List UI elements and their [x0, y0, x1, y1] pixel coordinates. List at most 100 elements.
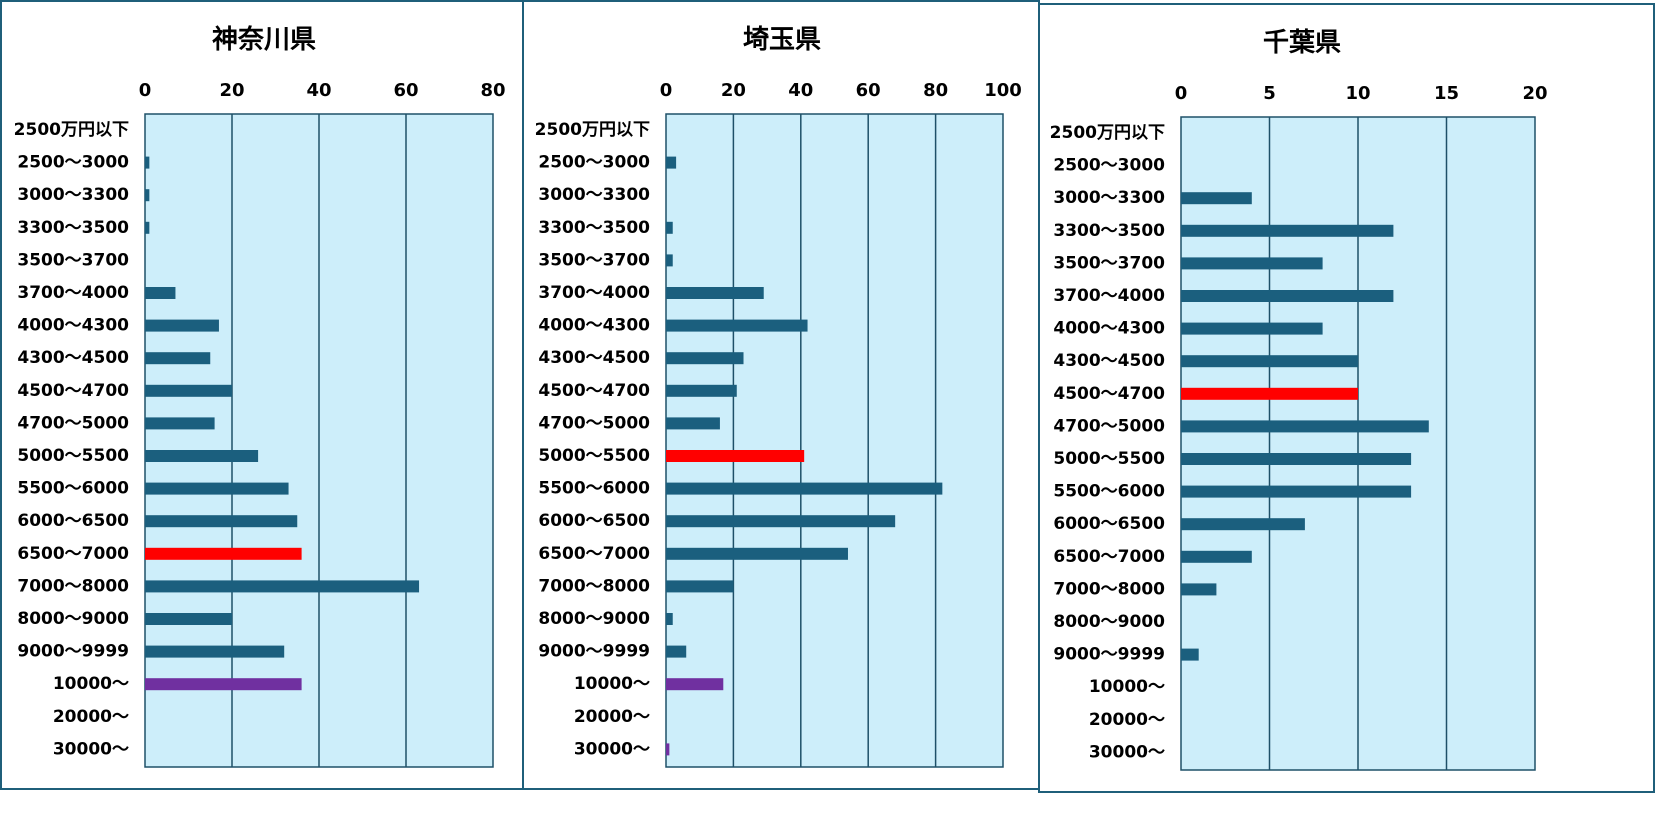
bar	[1181, 290, 1394, 302]
bar	[666, 580, 734, 593]
bar	[145, 221, 150, 234]
x-tick-label: 20	[219, 80, 244, 101]
category-label: 10000～	[53, 674, 129, 694]
category-label: 7000～8000	[1053, 579, 1165, 599]
category-label: 2500万円以下	[1050, 123, 1165, 143]
bar	[145, 515, 298, 528]
bar	[145, 156, 150, 169]
bar	[145, 678, 302, 691]
chart-title: 千葉県	[1263, 28, 1341, 58]
bar	[145, 287, 176, 299]
category-label: 30000～	[574, 739, 650, 759]
bar	[666, 482, 943, 495]
category-label: 20000～	[574, 707, 650, 727]
chart-svg-kanagawa: 神奈川県 0 20 40 60 80 2500万円以下 2500～3000 3000～3300 3…	[14, 25, 506, 768]
chart-svg-saitama: 埼玉県 0 20 40 60 80 100 2500万円以下 2500～3000 3000～330…	[535, 25, 1022, 768]
category-label: 5000～5500	[1053, 449, 1165, 469]
category-label: 3500～3700	[17, 250, 129, 270]
bar	[145, 417, 215, 430]
bar	[145, 645, 285, 658]
bar	[666, 515, 896, 528]
bar	[666, 547, 848, 560]
x-tick-label: 100	[984, 80, 1022, 101]
bar	[666, 613, 673, 625]
category-label: 8000～9000	[538, 609, 650, 629]
bar	[1181, 518, 1305, 531]
bar	[145, 352, 211, 365]
bar	[1181, 192, 1252, 205]
category-label: 2500～3000	[17, 153, 129, 173]
category-label: 3300～3500	[1053, 221, 1165, 241]
bar	[1181, 485, 1412, 498]
category-label: 4500～4700	[538, 381, 650, 401]
x-tick-label: 80	[923, 80, 948, 101]
category-label: 6500～7000	[1053, 547, 1165, 567]
category-label: 5000～5500	[17, 446, 129, 466]
category-label: 6500～7000	[538, 544, 650, 564]
category-label: 5000～5500	[538, 446, 650, 466]
x-tick-label: 40	[788, 80, 813, 101]
category-label: 3300～3500	[538, 218, 650, 238]
category-label: 7000～8000	[17, 576, 129, 596]
x-tick-label: 60	[393, 80, 418, 101]
category-label: 6500～7000	[17, 544, 129, 564]
bar	[1181, 583, 1217, 596]
category-label: 9000～9999	[17, 642, 129, 662]
chart-title: 埼玉県	[743, 25, 821, 55]
category-label: 5500～6000	[1053, 482, 1165, 502]
category-label: 4700～5000	[1053, 416, 1165, 436]
category-label: 4000～4300	[538, 316, 650, 336]
bar	[666, 352, 744, 365]
bar	[666, 287, 764, 299]
bar	[1181, 355, 1358, 368]
x-tick-label: 10	[1345, 83, 1370, 104]
category-label: 4300～4500	[538, 348, 650, 368]
bar	[666, 384, 737, 397]
bar	[145, 613, 232, 625]
bar	[145, 580, 420, 593]
bar	[1181, 453, 1412, 465]
category-label: 3000～3300	[17, 185, 129, 205]
bar	[145, 189, 150, 202]
bar	[666, 221, 673, 234]
bar	[1181, 387, 1358, 400]
category-label: 6000～6500	[17, 511, 129, 531]
bar	[666, 319, 808, 332]
category-label: 4500～4700	[1053, 384, 1165, 404]
bar	[1181, 550, 1252, 563]
chart-panel-saitama: 埼玉県 0 20 40 60 80 100 2500万円以下 2500～3000 3000～330…	[522, 0, 1040, 790]
category-label: 8000～9000	[17, 609, 129, 629]
chart-title: 神奈川県	[212, 25, 316, 55]
category-label: 10000～	[1089, 677, 1165, 697]
x-tick-label: 0	[1175, 83, 1188, 104]
x-tick-label: 80	[480, 80, 505, 101]
bar	[666, 450, 805, 462]
bar	[145, 319, 219, 332]
category-label: 9000～9999	[538, 642, 650, 662]
bar	[1181, 257, 1323, 270]
bar	[1181, 322, 1323, 335]
category-label: 2500～3000	[1053, 156, 1165, 176]
category-label: 3500～3700	[1053, 253, 1165, 273]
bar	[1181, 224, 1394, 237]
x-tick-label: 40	[306, 80, 331, 101]
bar	[666, 743, 670, 756]
category-label: 6000～6500	[1053, 514, 1165, 534]
chart-panel-chiba: 千葉県 0 5 10 15 20 2500万円以下 2500～3000 3000～3300 330…	[1038, 3, 1655, 793]
bar	[666, 417, 720, 430]
category-label: 2500～3000	[538, 153, 650, 173]
bar	[666, 645, 687, 658]
x-tick-label: 5	[1263, 83, 1276, 104]
category-label: 2500万円以下	[535, 120, 650, 140]
x-tick-label: 20	[721, 80, 746, 101]
bar	[666, 156, 677, 169]
category-label: 30000～	[1089, 742, 1165, 762]
bar	[1181, 420, 1429, 433]
chart-svg-chiba: 千葉県 0 5 10 15 20 2500万円以下 2500～3000 3000～3300 330…	[1050, 28, 1548, 771]
category-label: 3700～4000	[17, 283, 129, 303]
category-label: 4300～4500	[1053, 351, 1165, 371]
category-label: 4300～4500	[17, 348, 129, 368]
category-label: 3000～3300	[1053, 188, 1165, 208]
category-label: 5500～6000	[538, 479, 650, 499]
category-label: 4700～5000	[17, 413, 129, 433]
